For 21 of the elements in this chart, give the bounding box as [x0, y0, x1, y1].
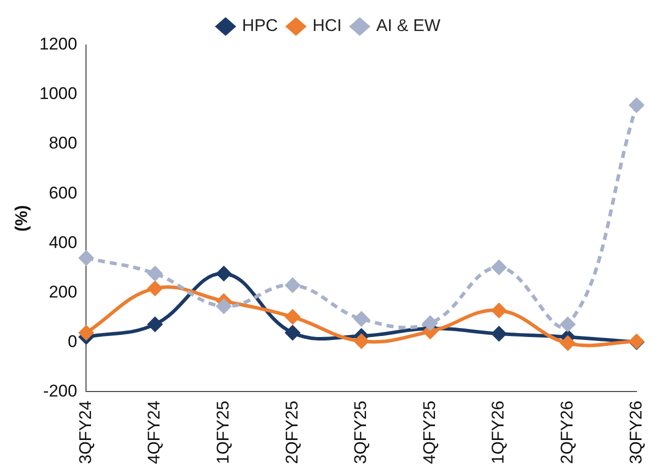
x-tick-label: 1QFY25 [214, 400, 232, 464]
y-tick-label: 1000 [39, 84, 78, 104]
y-tick-label: 1200 [39, 34, 78, 54]
y-tick-label: 600 [48, 183, 78, 202]
y-tick-label: 0 [68, 332, 78, 351]
legend-label: HPC [242, 16, 278, 36]
y-axis-title: (%) [12, 205, 31, 232]
legend-label: HCI [312, 16, 342, 36]
y-tick-label: 200 [48, 282, 78, 302]
x-tick-label: 4QFY24 [144, 400, 164, 464]
y-tick-label: -200 [43, 381, 78, 400]
legend-label: AI & EW [376, 16, 440, 36]
x-tick-label: 2QFY25 [282, 400, 302, 464]
y-tick-label: 400 [48, 232, 78, 252]
x-tick-label: 2QFY26 [557, 400, 576, 464]
x-tick-label: 3QFY26 [626, 400, 646, 464]
x-tick-label: 4QFY25 [420, 400, 439, 464]
y-tick-label: 800 [48, 134, 78, 153]
x-tick-label: 3QFY25 [351, 400, 370, 464]
x-tick-label: 3QFY24 [76, 400, 95, 464]
x-tick-label: 1QFY26 [488, 400, 508, 464]
